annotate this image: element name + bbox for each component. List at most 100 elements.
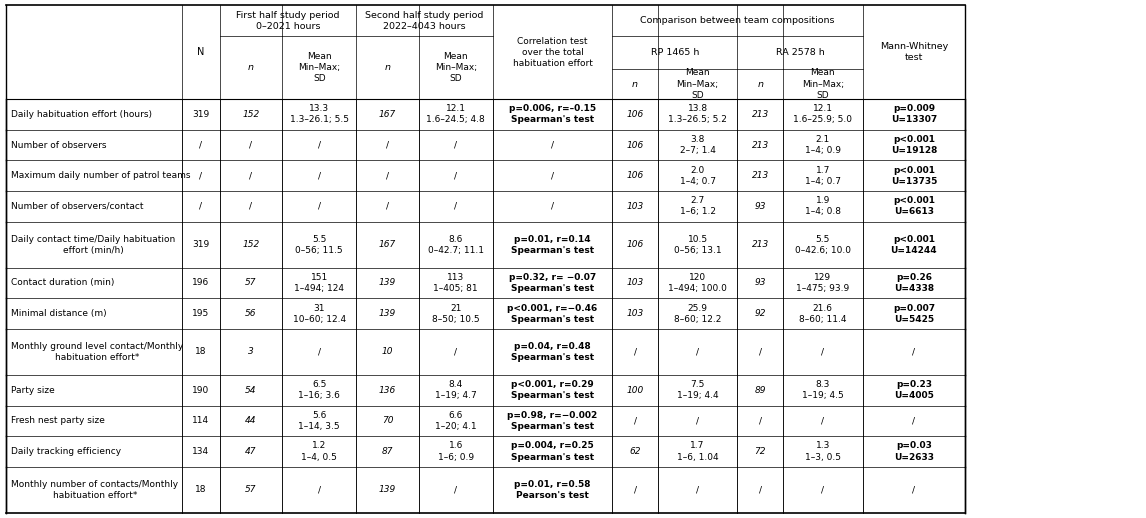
- Text: 167: 167: [379, 240, 397, 249]
- Text: First half study period
0–2021 hours: First half study period 0–2021 hours: [236, 11, 339, 31]
- Text: p<0.001, r=0.29
Spearman's test: p<0.001, r=0.29 Spearman's test: [511, 380, 594, 400]
- Text: N: N: [197, 47, 205, 57]
- Text: 1.2
1–4, 0.5: 1.2 1–4, 0.5: [301, 441, 337, 462]
- Text: p=0.32, r= −0.07
Spearman's test: p=0.32, r= −0.07 Spearman's test: [509, 273, 596, 293]
- Text: Mean
Min–Max;
SD: Mean Min–Max; SD: [434, 52, 477, 83]
- Text: /: /: [822, 416, 824, 425]
- Text: 103: 103: [627, 309, 644, 318]
- Text: n: n: [248, 63, 254, 72]
- Text: Mann-Whitney
test: Mann-Whitney test: [880, 42, 948, 62]
- Text: Second half study period
2022–4043 hours: Second half study period 2022–4043 hours: [366, 11, 484, 31]
- Text: 93: 93: [754, 279, 766, 287]
- Text: /: /: [250, 171, 252, 180]
- Text: p=0.01, r=0.14
Spearman's test: p=0.01, r=0.14 Spearman's test: [511, 235, 594, 255]
- Text: 120
1–494; 100.0: 120 1–494; 100.0: [668, 273, 727, 293]
- Text: 139: 139: [379, 485, 397, 494]
- Text: Number of observers/contact: Number of observers/contact: [11, 202, 144, 211]
- Text: /: /: [317, 485, 321, 494]
- Text: /: /: [454, 171, 457, 180]
- Text: 47: 47: [245, 447, 257, 456]
- Text: /: /: [317, 202, 321, 211]
- Text: 62: 62: [629, 447, 641, 456]
- Text: 1.9
1–4; 0.8: 1.9 1–4; 0.8: [804, 196, 841, 217]
- Text: p<0.001, r=−0.46
Spearman's test: p<0.001, r=−0.46 Spearman's test: [508, 304, 598, 324]
- Text: 152: 152: [242, 240, 260, 249]
- Text: 213: 213: [752, 240, 769, 249]
- Text: 2.7
1–6; 1.2: 2.7 1–6; 1.2: [680, 196, 715, 217]
- Text: n: n: [758, 80, 763, 89]
- Text: p<0.001
U=14244: p<0.001 U=14244: [890, 235, 937, 255]
- Text: 114: 114: [193, 416, 210, 425]
- Text: /: /: [454, 485, 457, 494]
- Text: 54: 54: [245, 386, 257, 395]
- Text: 139: 139: [379, 279, 397, 287]
- Text: 44: 44: [245, 416, 257, 425]
- Text: 7.5
1–19; 4.4: 7.5 1–19; 4.4: [677, 380, 719, 400]
- Text: 3.8
2–7; 1.4: 3.8 2–7; 1.4: [680, 135, 715, 155]
- Text: 13.3
1.3–26.1; 5.5: 13.3 1.3–26.1; 5.5: [290, 104, 348, 124]
- Text: RP 1465 h: RP 1465 h: [651, 48, 699, 57]
- Text: p=0.03
U=2633: p=0.03 U=2633: [894, 441, 934, 462]
- Text: /: /: [250, 202, 252, 211]
- Text: 5.5
0–56; 11.5: 5.5 0–56; 11.5: [296, 235, 343, 255]
- Text: 100: 100: [627, 386, 644, 395]
- Text: 31
10–60; 12.4: 31 10–60; 12.4: [292, 304, 346, 324]
- Text: 113
1–405; 81: 113 1–405; 81: [433, 273, 478, 293]
- Text: 57: 57: [245, 279, 257, 287]
- Text: Party size: Party size: [11, 386, 55, 395]
- Text: /: /: [199, 171, 203, 180]
- Text: /: /: [317, 140, 321, 150]
- Text: p=0.009
U=13307: p=0.009 U=13307: [890, 104, 937, 124]
- Text: Correlation test
over the total
habituation effort: Correlation test over the total habituat…: [512, 37, 592, 68]
- Text: 136: 136: [379, 386, 397, 395]
- Text: 129
1–475; 93.9: 129 1–475; 93.9: [796, 273, 849, 293]
- Text: 72: 72: [754, 447, 766, 456]
- Text: p=0.23
U=4005: p=0.23 U=4005: [894, 380, 934, 400]
- Text: 12.1
1.6–24.5; 4.8: 12.1 1.6–24.5; 4.8: [426, 104, 485, 124]
- Text: 167: 167: [379, 110, 397, 119]
- Text: Minimal distance (m): Minimal distance (m): [11, 309, 107, 318]
- Text: 103: 103: [627, 279, 644, 287]
- Text: /: /: [634, 416, 636, 425]
- Text: /: /: [822, 348, 824, 356]
- Text: 8.4
1–19; 4.7: 8.4 1–19; 4.7: [435, 380, 477, 400]
- Text: /: /: [912, 416, 916, 425]
- Text: 139: 139: [379, 309, 397, 318]
- Text: /: /: [551, 171, 554, 180]
- Text: 213: 213: [752, 110, 769, 119]
- Text: /: /: [696, 348, 699, 356]
- Text: 196: 196: [193, 279, 210, 287]
- Text: 5.5
0–42.6; 10.0: 5.5 0–42.6; 10.0: [795, 235, 850, 255]
- Text: /: /: [199, 202, 203, 211]
- Text: /: /: [454, 348, 457, 356]
- Text: /: /: [454, 202, 457, 211]
- Text: 93: 93: [754, 202, 766, 211]
- Text: p=0.26
U=4338: p=0.26 U=4338: [894, 273, 934, 293]
- Text: 3: 3: [248, 348, 254, 356]
- Text: /: /: [551, 202, 554, 211]
- Text: 70: 70: [382, 416, 393, 425]
- Text: /: /: [759, 348, 762, 356]
- Text: Daily contact time/Daily habituation
effort (min/h): Daily contact time/Daily habituation eff…: [11, 235, 175, 255]
- Text: /: /: [551, 140, 554, 150]
- Text: 103: 103: [627, 202, 644, 211]
- Text: 12.1
1.6–25.9; 5.0: 12.1 1.6–25.9; 5.0: [793, 104, 853, 124]
- Text: p=0.01, r=0.58
Pearson's test: p=0.01, r=0.58 Pearson's test: [515, 480, 591, 500]
- Text: /: /: [696, 416, 699, 425]
- Text: 21
8–50; 10.5: 21 8–50; 10.5: [432, 304, 480, 324]
- Text: Number of observers: Number of observers: [11, 140, 107, 150]
- Text: p=0.98, r=−0.002
Spearman's test: p=0.98, r=−0.002 Spearman's test: [508, 411, 598, 431]
- Text: Mean
Min–Max;
SD: Mean Min–Max; SD: [298, 52, 340, 83]
- Text: 195: 195: [193, 309, 210, 318]
- Text: 2.0
1–4; 0.7: 2.0 1–4; 0.7: [680, 166, 715, 186]
- Text: 21.6
8–60; 11.4: 21.6 8–60; 11.4: [799, 304, 847, 324]
- Text: 151
1–494; 124: 151 1–494; 124: [295, 273, 344, 293]
- Text: 8.3
1–19; 4.5: 8.3 1–19; 4.5: [802, 380, 843, 400]
- Text: 1.3
1–3, 0.5: 1.3 1–3, 0.5: [804, 441, 841, 462]
- Text: /: /: [317, 171, 321, 180]
- Text: /: /: [912, 485, 916, 494]
- Text: /: /: [759, 416, 762, 425]
- Text: Comparison between team compositions: Comparison between team compositions: [641, 16, 834, 25]
- Text: /: /: [386, 140, 388, 150]
- Text: /: /: [454, 140, 457, 150]
